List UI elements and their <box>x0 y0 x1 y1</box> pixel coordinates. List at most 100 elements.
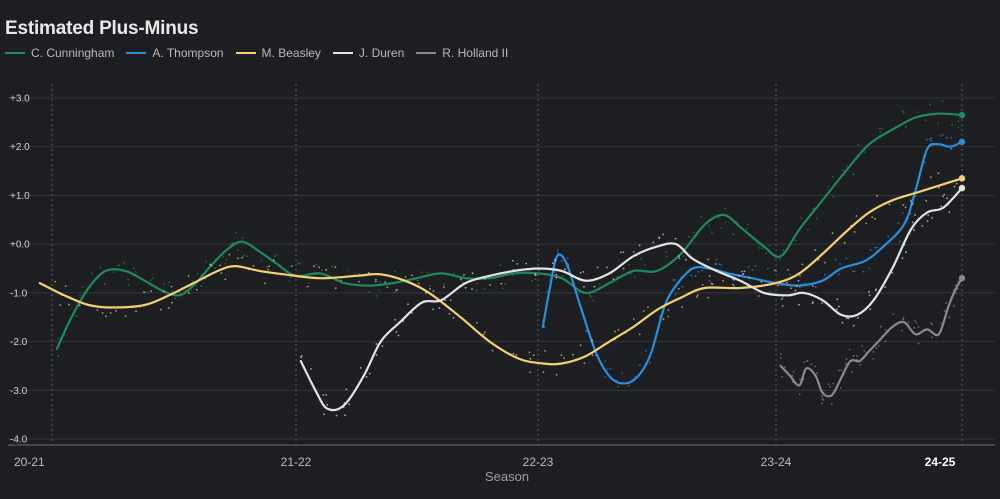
noise-dot <box>555 273 558 276</box>
noise-dot <box>779 357 782 359</box>
noise-dot <box>937 172 940 175</box>
noise-dot <box>917 326 920 328</box>
legend-item-beasley[interactable]: M. Beasley <box>235 46 321 60</box>
noise-dot <box>438 307 441 310</box>
noise-dot <box>677 287 680 290</box>
noise-dot <box>143 291 146 294</box>
noise-dot <box>872 351 875 353</box>
noise-dot <box>266 265 269 268</box>
noise-dot <box>941 100 944 102</box>
noise-dot <box>407 303 409 306</box>
noise-dot <box>781 376 783 378</box>
legend-item-holland[interactable]: R. Holland II <box>416 46 508 60</box>
noise-dot <box>696 296 698 298</box>
noise-dot <box>75 315 78 318</box>
noise-dot <box>384 281 387 283</box>
noise-dot <box>662 318 665 321</box>
noise-dot <box>555 276 558 279</box>
y-tick-label: -1.0 <box>10 288 28 299</box>
noise-dot <box>593 285 596 288</box>
noise-dot <box>606 368 609 371</box>
noise-dot <box>64 285 67 288</box>
noise-dot <box>228 253 231 256</box>
noise-dot <box>538 269 541 272</box>
noise-dot <box>902 112 905 114</box>
noise-dot <box>917 342 920 345</box>
noise-dot <box>313 265 315 268</box>
noise-dot <box>761 247 764 250</box>
noise-dot <box>955 292 957 294</box>
noise-dot <box>840 369 843 372</box>
noise-dot <box>475 289 478 292</box>
noise-dot <box>579 271 582 274</box>
noise-dot <box>606 266 608 269</box>
noise-dot <box>674 279 677 281</box>
noise-dot <box>845 358 848 360</box>
legend-swatch-cunningham <box>5 52 25 54</box>
noise-dot <box>173 297 176 299</box>
legend: C. Cunningham A. Thompson M. Beasley J. … <box>5 46 508 60</box>
noise-dot <box>911 221 914 224</box>
noise-dot <box>777 284 779 287</box>
noise-dot <box>667 309 670 311</box>
noise-dot <box>532 354 535 357</box>
noise-dot <box>694 275 697 278</box>
end-point-holland[interactable] <box>958 275 966 282</box>
noise-dot <box>707 296 710 299</box>
noise-dot <box>167 307 170 309</box>
noise-dot <box>290 265 293 267</box>
noise-dot <box>945 136 948 139</box>
noise-dot <box>925 199 928 202</box>
noise-dot <box>803 361 806 364</box>
y-tick-label: +0.0 <box>10 240 30 251</box>
noise-dot <box>325 394 327 396</box>
noise-dot <box>844 362 847 365</box>
noise-dot <box>902 204 905 207</box>
noise-dot <box>742 273 744 276</box>
legend-item-thompson[interactable]: A. Thompson <box>126 46 224 60</box>
noise-dot <box>501 287 504 290</box>
noise-dot <box>946 197 948 200</box>
end-point-beasley[interactable] <box>958 175 966 182</box>
noise-dot <box>652 241 655 244</box>
noise-dot <box>264 282 266 285</box>
noise-dot <box>902 318 904 321</box>
end-point-duren[interactable] <box>958 184 966 192</box>
end-point-thompson[interactable] <box>958 138 966 146</box>
noise-dot <box>609 368 612 370</box>
noise-dot <box>476 282 479 285</box>
noise-dot <box>926 138 928 141</box>
series-thompson <box>541 133 966 388</box>
noise-dot <box>724 207 726 210</box>
noise-dot <box>662 233 664 236</box>
noise-dot <box>678 257 681 260</box>
series-line-holland <box>779 277 964 398</box>
noise-dot <box>205 260 208 263</box>
noise-dot <box>463 274 465 276</box>
noise-dot <box>779 257 781 260</box>
noise-dot <box>599 283 601 286</box>
noise-dot <box>500 282 503 285</box>
end-point-cunningham[interactable] <box>958 111 966 119</box>
noise-dot <box>718 263 721 266</box>
series-duren <box>299 184 966 417</box>
noise-dot <box>416 279 419 282</box>
noise-dot <box>123 262 126 264</box>
noise-dot <box>884 329 887 331</box>
noise-dot <box>396 288 398 291</box>
noise-dot <box>795 239 797 242</box>
noise-dot <box>499 264 502 266</box>
legend-item-duren[interactable]: J. Duren <box>332 46 404 60</box>
legend-item-cunningham[interactable]: C. Cunningham <box>5 46 114 60</box>
noise-dot <box>268 265 270 268</box>
noise-dot <box>54 280 57 283</box>
noise-dot <box>224 278 227 281</box>
noise-dot <box>334 266 337 269</box>
noise-dot <box>783 366 786 369</box>
noise-dot <box>910 200 912 203</box>
noise-dot <box>865 222 867 225</box>
noise-dot <box>345 388 348 391</box>
noise-dot <box>929 138 931 141</box>
noise-dot <box>674 237 677 240</box>
noise-dot <box>397 334 400 337</box>
